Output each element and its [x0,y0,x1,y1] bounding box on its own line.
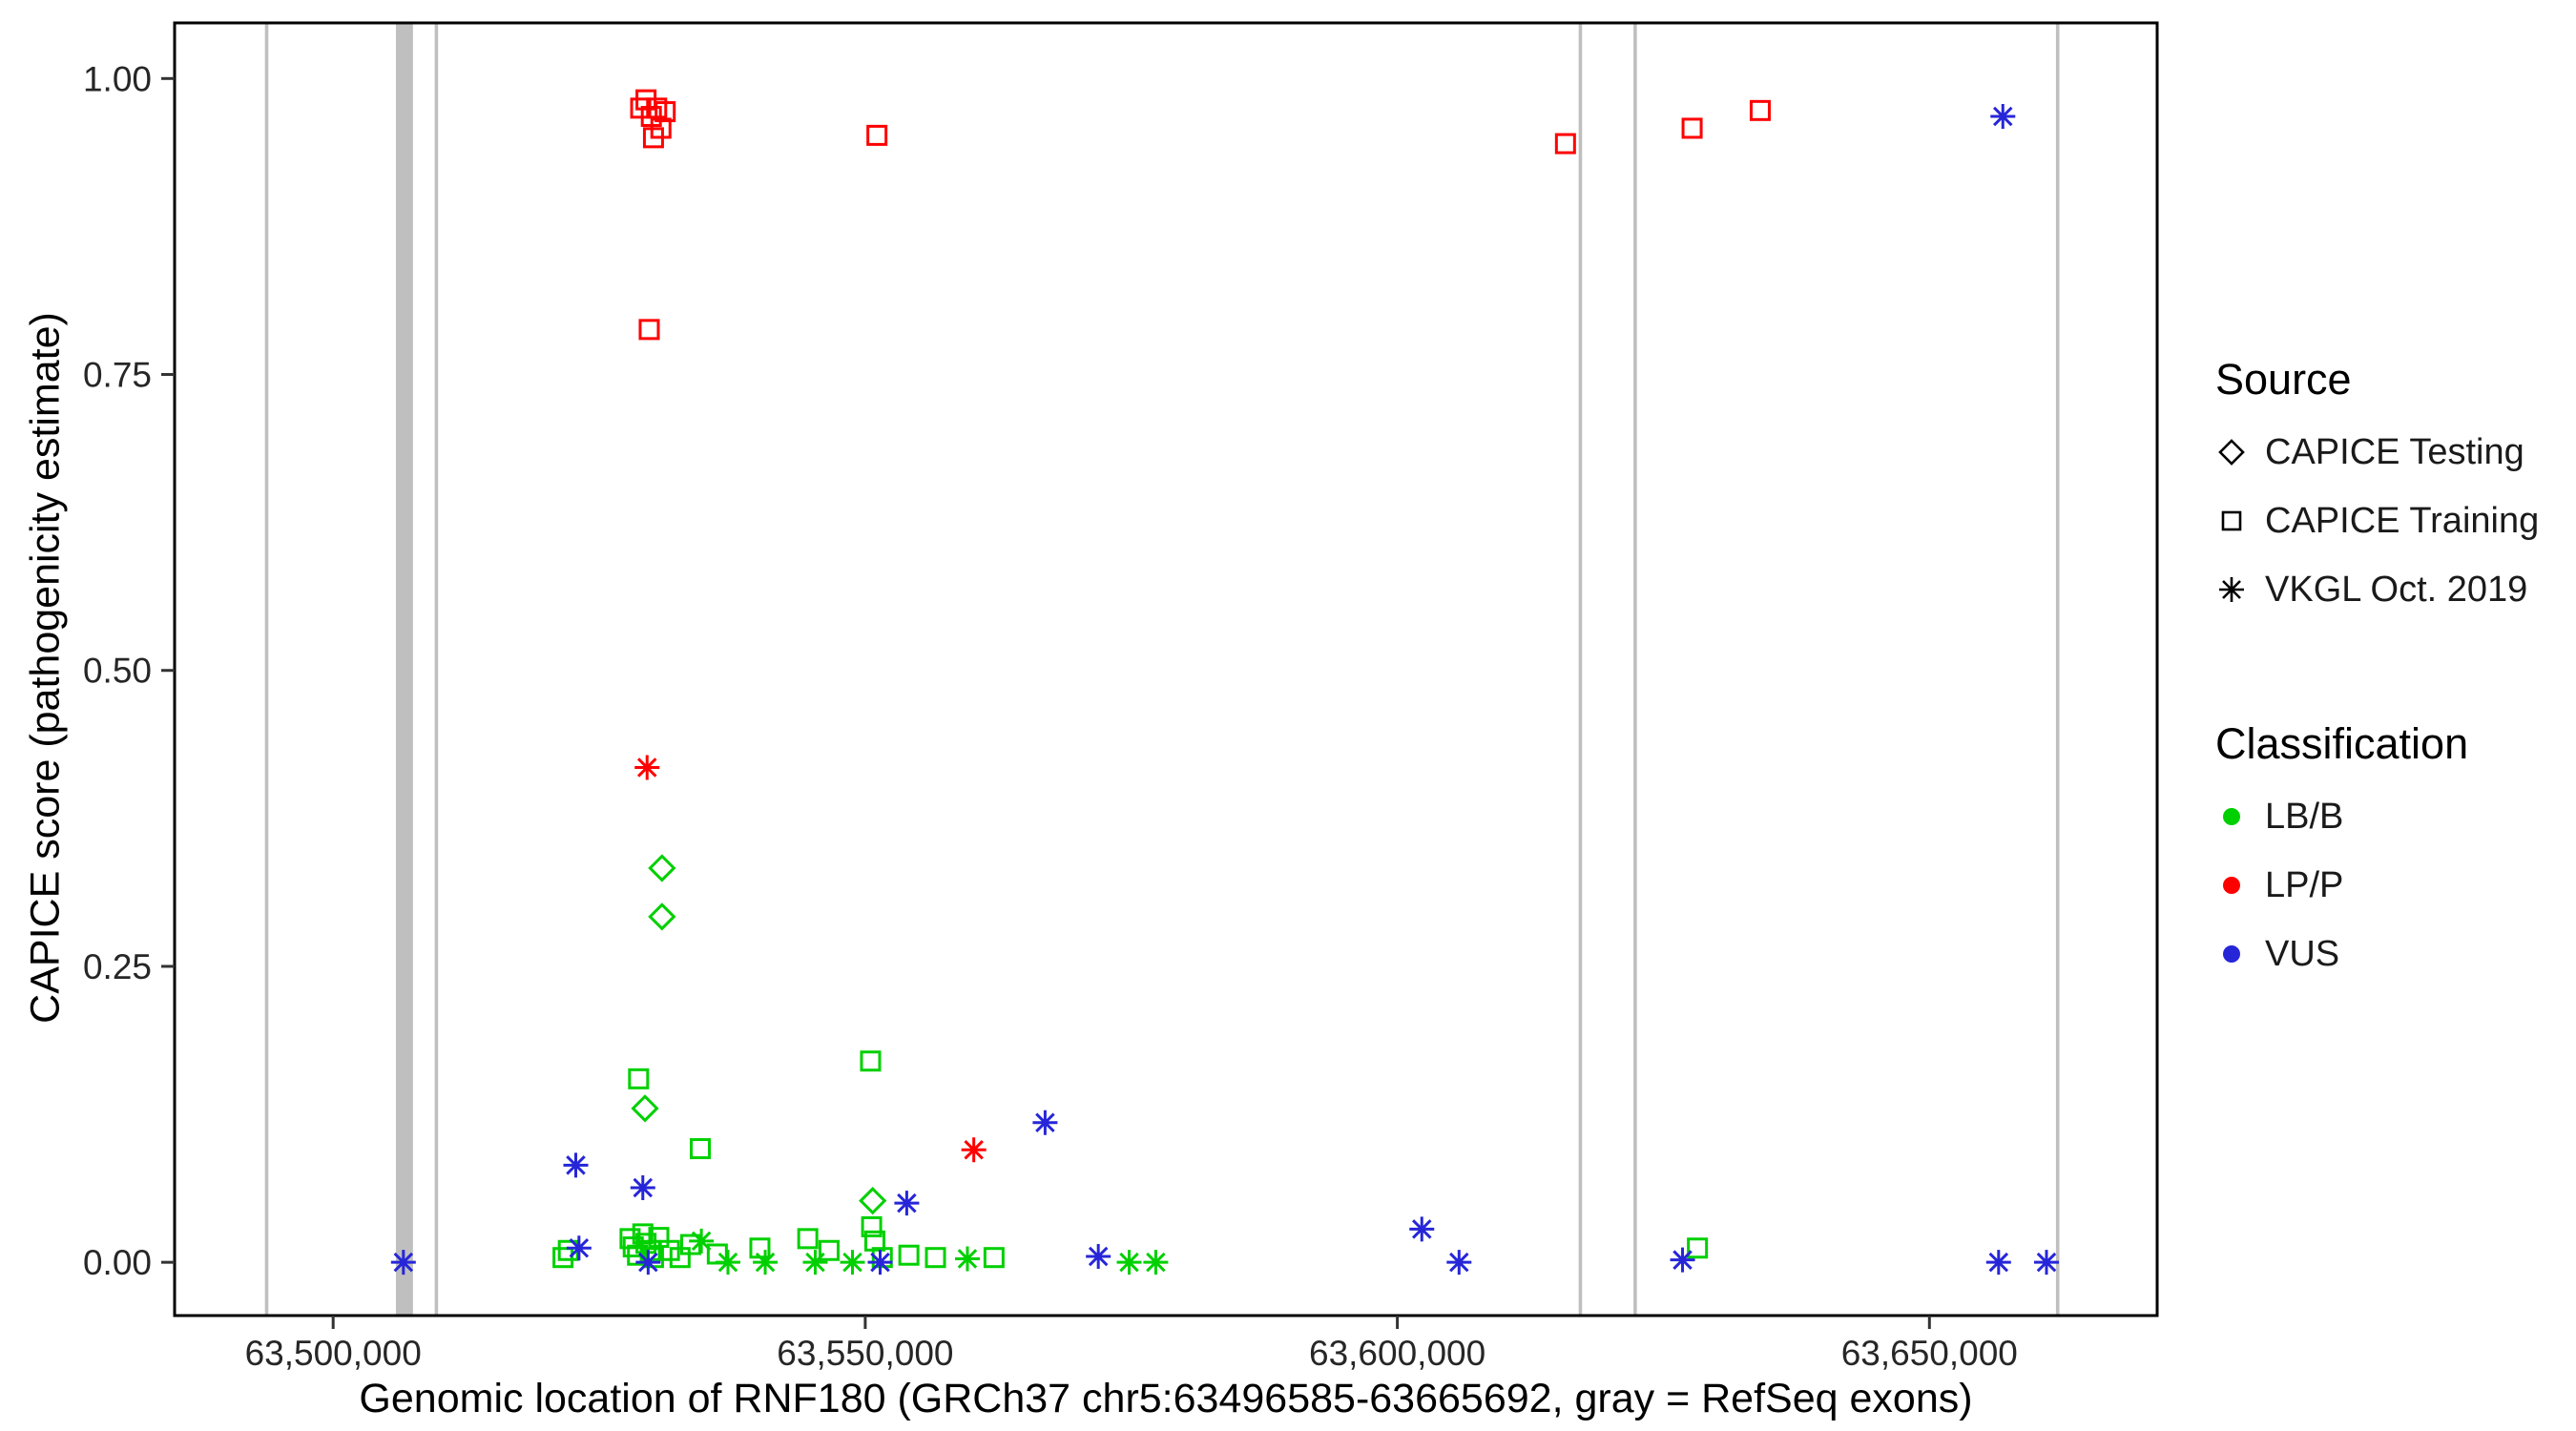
data-point [716,1250,741,1275]
data-point [797,1228,819,1250]
diamond-icon [2215,436,2265,468]
legend-item-capice-training: CAPICE Training [2215,487,2539,555]
data-point [638,319,660,341]
exon-band [396,23,413,1316]
data-point [658,1239,680,1261]
x-tick-label: 63,600,000 [1309,1334,1485,1373]
data-point [648,902,676,931]
data-point [552,1247,574,1269]
exon-band [2055,23,2060,1316]
data-point [1687,1237,1709,1259]
legend-item-label: CAPICE Testing [2265,431,2524,472]
data-point [861,1215,883,1237]
data-point [654,101,676,123]
exon-band [1578,23,1583,1316]
data-point [924,1247,946,1269]
exon-band [264,23,269,1316]
data-point [1032,1110,1058,1135]
data-point [650,117,672,139]
data-point [1670,1247,1695,1273]
data-point [1143,1250,1169,1275]
data-point [859,1187,887,1215]
green-dot-icon [2215,800,2265,833]
data-point [628,1068,650,1089]
data-point [390,1250,416,1275]
panel-border [173,21,2159,1317]
data-point [669,1247,691,1269]
data-point [898,1244,920,1266]
data-point [818,1239,840,1261]
data-point [690,1138,712,1160]
data-point [706,1243,728,1265]
data-point [1446,1250,1472,1275]
data-point [954,1246,980,1272]
data-point [1749,99,1771,121]
legend: Source CAPICE Testing CAPICE Training VK… [2215,355,2539,988]
x-tick-label: 63,500,000 [245,1334,422,1373]
data-point [860,1050,882,1072]
legend-item-label: LP/P [2265,864,2344,905]
data-point [802,1250,828,1275]
square-icon [2215,505,2265,537]
y-tick-label: 0.00 [83,1243,152,1282]
legend-classification-group: Classification LB/B LP/P VUS [2215,719,2539,988]
red-dot-icon [2215,869,2265,902]
data-point [894,1191,920,1216]
exon-band [434,23,439,1316]
data-point [1409,1216,1435,1242]
data-point [689,1228,715,1254]
legend-classification-title: Classification [2215,719,2469,768]
data-point [863,1230,885,1252]
x-tick-label: 63,650,000 [1841,1334,2018,1373]
x-tick-label: 63,550,000 [777,1334,953,1373]
y-axis-title: CAPICE score (pathogenicity estimate) [22,312,69,1024]
y-tick-label: 0.75 [83,356,152,395]
exon-band [1633,23,1637,1316]
data-point [2034,1250,2059,1275]
blue-dot-icon [2215,938,2265,970]
legend-item-vus: VUS [2215,920,2539,988]
legend-item-lbb: LB/B [2215,782,2539,851]
data-point [1086,1243,1111,1269]
data-point [1554,133,1576,155]
data-point [648,854,676,882]
data-point [648,1227,670,1249]
data-point [635,1233,657,1255]
y-tick-label: 1.00 [83,59,152,98]
legend-item-label: VKGL Oct. 2019 [2265,569,2528,610]
legend-item-capice-testing: CAPICE Testing [2215,418,2539,487]
legend-item-vkgl: VKGL Oct. 2019 [2215,555,2539,624]
data-point [634,755,660,780]
data-point [840,1250,865,1275]
data-point [635,1250,661,1275]
legend-source-title: Source [2215,355,2352,404]
data-point [1985,1250,2011,1275]
x-axis-title: Genomic location of RNF180 (GRCh37 chr5:… [359,1376,1973,1421]
data-point [563,1152,589,1178]
data-point [871,1247,893,1269]
data-point [983,1247,1005,1269]
data-point [566,1235,592,1261]
data-point [1990,104,2016,130]
legend-item-label: VUS [2265,933,2340,974]
y-tick-label: 0.25 [83,947,152,986]
data-point [753,1250,779,1275]
data-point [961,1137,987,1163]
data-point [1681,117,1703,139]
legend-source-group: Source CAPICE Testing CAPICE Training VK… [2215,355,2539,624]
legend-item-label: CAPICE Training [2265,500,2540,541]
data-point [867,1250,893,1275]
legend-item-lpp: LP/P [2215,851,2539,920]
data-point [866,124,888,146]
data-point [1116,1250,1142,1275]
data-point [630,1174,655,1200]
data-point [631,1094,659,1123]
legend-item-label: LB/B [2265,796,2344,837]
asterisk-icon [2215,573,2265,606]
y-tick-label: 0.50 [83,652,152,691]
